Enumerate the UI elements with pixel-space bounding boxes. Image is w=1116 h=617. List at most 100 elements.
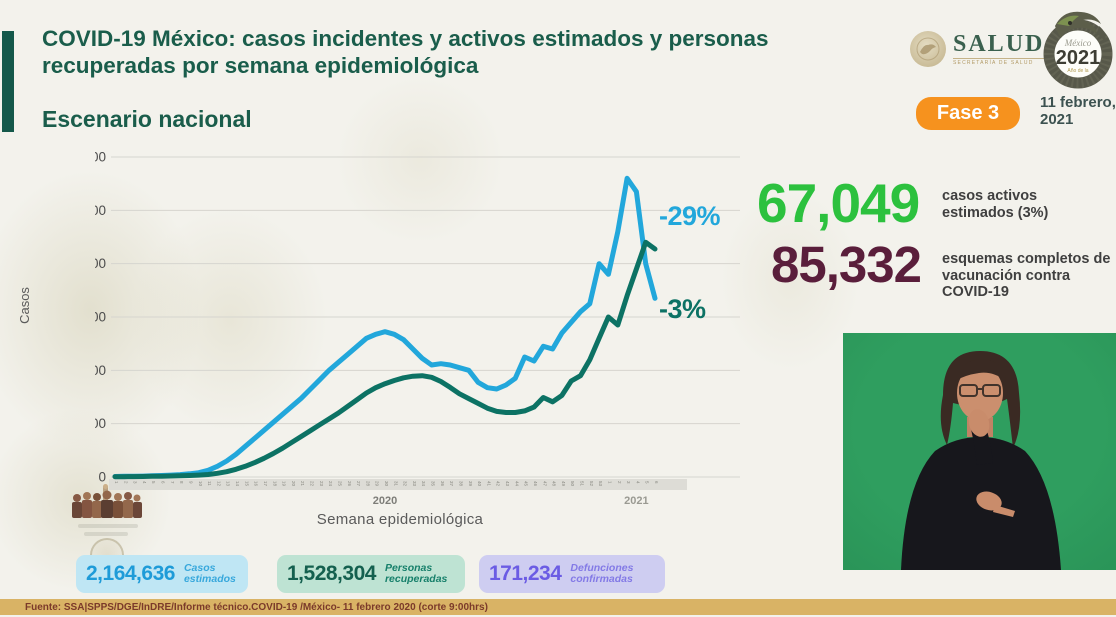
svg-text:1: 1	[114, 481, 119, 484]
svg-text:43: 43	[505, 481, 510, 487]
phase-badge: Fase 3	[916, 97, 1020, 130]
svg-text:33: 33	[412, 481, 417, 487]
svg-text:50: 50	[570, 481, 575, 487]
svg-text:49: 49	[561, 481, 566, 487]
svg-text:5: 5	[645, 481, 650, 484]
svg-text:27: 27	[356, 481, 361, 487]
svg-text:46: 46	[533, 481, 538, 487]
svg-text:19: 19	[282, 481, 287, 487]
svg-text:60,000: 60,000	[95, 310, 106, 325]
svg-text:10: 10	[198, 481, 203, 487]
svg-text:8: 8	[179, 481, 184, 484]
svg-text:45: 45	[524, 481, 529, 487]
summary-label: Casos estimados	[183, 561, 236, 585]
vaccination-label: esquemas completos de vacunación contra …	[942, 251, 1111, 301]
svg-text:38: 38	[458, 481, 463, 487]
svg-text:51: 51	[580, 481, 585, 487]
slide-title: COVID-19 México: casos incidentes y acti…	[42, 26, 769, 78]
svg-text:16: 16	[254, 481, 259, 487]
svg-text:36: 36	[440, 481, 445, 487]
svg-text:37: 37	[449, 481, 454, 487]
svg-text:42: 42	[496, 481, 501, 487]
summary-value: 1,528,304	[287, 562, 376, 585]
svg-text:53: 53	[598, 481, 603, 487]
blue-series-change-annotation: -29%	[659, 201, 721, 231]
summary-value: 171,234	[489, 562, 562, 585]
svg-text:21: 21	[300, 481, 305, 487]
svg-text:Año de la: Año de la	[1067, 68, 1088, 74]
svg-text:31: 31	[393, 481, 398, 487]
salud-wordmark: SALUD	[953, 31, 1045, 57]
svg-text:40: 40	[477, 481, 482, 487]
vaccination-value: 85,332	[771, 236, 922, 293]
svg-text:23: 23	[319, 481, 324, 487]
svg-text:5: 5	[151, 481, 156, 484]
svg-text:24: 24	[328, 481, 333, 487]
svg-text:29: 29	[375, 481, 380, 487]
svg-text:11: 11	[207, 481, 212, 486]
summary-box-casos-estimados: 2,164,636 Casos estimados	[76, 555, 248, 593]
salud-sub-text: SECRETARÍA DE SALUD	[953, 58, 1045, 66]
source-text: Fuente: SSA|SPPS/DGE/InDRE/Informe técni…	[25, 601, 488, 613]
svg-text:2: 2	[123, 481, 128, 484]
x-axis-title: Semana epidemiológica	[316, 511, 484, 528]
eagle-seal-icon	[910, 31, 946, 67]
epidemic-curve-chart: 0 20,000 40,000 60,000 80,000 100,000 120,000 1…	[95, 150, 740, 507]
svg-text:2021: 2021	[1056, 47, 1101, 69]
active-cases-label: casos activos estimados (3%)	[942, 188, 1049, 221]
svg-text:40,000: 40,000	[95, 363, 106, 378]
summary-label: Personas recuperadas	[384, 561, 448, 585]
svg-text:25: 25	[337, 481, 342, 487]
svg-text:3: 3	[133, 481, 138, 484]
summary-box-personas-recuperadas: 1,528,304 Personas recuperadas	[277, 555, 465, 593]
svg-text:80,000: 80,000	[95, 256, 106, 271]
historical-figures-illustration	[72, 484, 142, 518]
watermark-text-smudge	[84, 532, 128, 536]
watermark-text-smudge	[78, 524, 138, 528]
svg-text:4: 4	[142, 481, 147, 484]
svg-text:26: 26	[347, 481, 352, 487]
svg-text:6: 6	[654, 481, 659, 484]
green-series-change-annotation: -3%	[659, 294, 706, 324]
summary-box-defunciones-confirmadas: 171,234 Defunciones confirmadas	[479, 555, 665, 593]
svg-text:120,000: 120,000	[95, 150, 106, 165]
svg-text:15: 15	[244, 481, 249, 487]
svg-text:30: 30	[384, 481, 389, 487]
mx-logo-script: México	[1064, 38, 1092, 48]
svg-text:7: 7	[170, 481, 175, 484]
svg-text:35: 35	[431, 481, 436, 487]
y-axis-title: Casos	[16, 287, 32, 324]
source-footer-bar: Fuente: SSA|SPPS/DGE/InDRE/Informe técni…	[0, 599, 1116, 615]
svg-text:0: 0	[98, 470, 106, 485]
svg-text:44: 44	[514, 481, 519, 487]
svg-text:22: 22	[310, 481, 315, 487]
svg-text:12: 12	[216, 481, 221, 487]
svg-text:18: 18	[272, 481, 277, 487]
svg-text:2021: 2021	[624, 495, 648, 507]
svg-text:28: 28	[365, 481, 370, 487]
svg-text:13: 13	[226, 481, 231, 487]
svg-text:48: 48	[552, 481, 557, 487]
svg-text:2020: 2020	[373, 495, 397, 507]
svg-text:47: 47	[542, 481, 547, 487]
svg-text:9: 9	[188, 481, 193, 484]
svg-text:20: 20	[291, 481, 296, 487]
svg-text:17: 17	[263, 481, 268, 487]
svg-text:3: 3	[626, 481, 631, 484]
svg-text:4: 4	[635, 481, 640, 484]
mexico-2021-logo: México 2021 Año de la	[1037, 4, 1116, 92]
svg-text:2: 2	[617, 481, 622, 484]
salud-logo: SALUD SECRETARÍA DE SALUD	[910, 31, 1045, 67]
svg-text:100,000: 100,000	[95, 203, 106, 218]
title-accent-bar	[2, 31, 14, 132]
active-cases-value: 67,049	[757, 172, 920, 234]
svg-text:34: 34	[421, 481, 426, 487]
svg-text:32: 32	[403, 481, 408, 487]
svg-text:6: 6	[161, 481, 166, 484]
svg-text:41: 41	[486, 481, 491, 487]
svg-text:52: 52	[589, 481, 594, 487]
svg-text:1: 1	[607, 481, 612, 484]
slide-subtitle: Escenario nacional	[42, 106, 252, 132]
svg-text:39: 39	[468, 481, 473, 487]
